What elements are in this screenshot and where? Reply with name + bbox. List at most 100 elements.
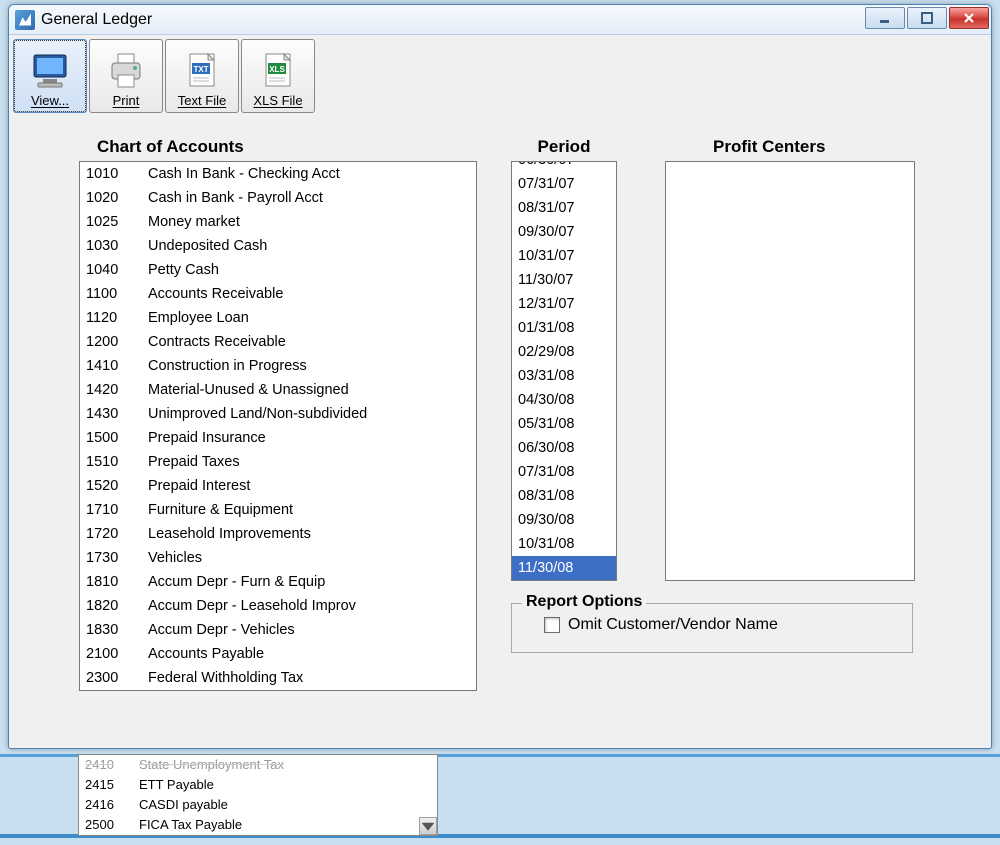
account-row[interactable]: 2100Accounts Payable [80,642,476,666]
period-listbox[interactable]: 05/31/0706/30/0707/31/0708/31/0709/30/07… [511,161,617,581]
account-code: 1025 [86,211,148,233]
period-row[interactable]: 03/31/08 [512,364,616,388]
account-code: 1010 [86,163,148,185]
minimize-button[interactable] [865,7,905,29]
period-row[interactable]: 06/30/08 [512,436,616,460]
account-name: Furniture & Equipment [148,499,293,521]
window-title: General Ledger [41,11,152,29]
period-row[interactable]: 04/30/08 [512,388,616,412]
account-code: 1430 [86,403,148,425]
toolbar: View... Print TXT [9,35,991,117]
account-name: Material-Unused & Unassigned [148,379,349,401]
account-row[interactable]: 1420Material-Unused & Unassigned [80,378,476,402]
account-row[interactable]: 1100Accounts Receivable [80,282,476,306]
account-name: Leasehold Improvements [148,523,311,545]
period-row[interactable]: 11/30/08 [512,556,616,580]
app-icon [15,10,35,30]
print-button[interactable]: Print [89,39,163,113]
account-code: 1500 [86,427,148,449]
close-button[interactable] [949,7,989,29]
period-row[interactable]: 09/30/08 [512,508,616,532]
account-row[interactable]: 1830Accum Depr - Vehicles [80,618,476,642]
account-row[interactable]: 1200Contracts Receivable [80,330,476,354]
account-row[interactable]: 1030Undeposited Cash [80,234,476,258]
account-name: Contracts Receivable [148,331,286,353]
account-row: 2410State Unemployment Tax [79,755,437,775]
account-row[interactable]: 1010Cash In Bank - Checking Acct [80,162,476,186]
account-code: 1510 [86,451,148,473]
account-name: Prepaid Taxes [148,451,240,473]
period-row[interactable]: 10/31/08 [512,532,616,556]
account-row[interactable]: 1520Prepaid Interest [80,474,476,498]
period-row[interactable]: 07/31/08 [512,460,616,484]
account-row[interactable]: 1510Prepaid Taxes [80,450,476,474]
account-row[interactable]: 1040Petty Cash [80,258,476,282]
view-button[interactable]: View... [13,39,87,113]
account-row[interactable]: 1500Prepaid Insurance [80,426,476,450]
period-row[interactable]: 08/31/07 [512,196,616,220]
period-row[interactable]: 08/31/08 [512,484,616,508]
background-accounts-list: 2410State Unemployment Tax2415ETT Payabl… [78,754,438,836]
xls-file-button[interactable]: XLS XLS File [241,39,315,113]
account-name: Accounts Receivable [148,283,283,305]
account-name: Federal Withholding Tax [148,667,303,689]
period-row[interactable]: 01/31/08 [512,316,616,340]
maximize-button[interactable] [907,7,947,29]
account-name: Prepaid Insurance [148,427,266,449]
profit-centers-header: Profit Centers [713,137,915,157]
account-code: 1040 [86,259,148,281]
account-code: 1820 [86,595,148,617]
period-row[interactable]: 06/30/07 [512,161,616,172]
period-row[interactable]: 02/29/08 [512,340,616,364]
profit-centers-listbox[interactable] [665,161,915,581]
account-name: Accum Depr - Vehicles [148,619,295,641]
printer-icon [104,51,148,91]
account-code: 1730 [86,547,148,569]
account-row[interactable]: 2300Federal Withholding Tax [80,666,476,690]
accounts-listbox[interactable]: 1010Cash In Bank - Checking Acct1020Cash… [79,161,477,691]
account-name: Construction in Progress [148,355,307,377]
account-row[interactable]: 2310Federal Unemployment Tax [80,690,476,691]
period-row[interactable]: 12/31/07 [512,292,616,316]
txt-file-icon: TXT [180,51,224,91]
monitor-icon [28,51,72,91]
account-code: 1520 [86,475,148,497]
account-row[interactable]: 1025Money market [80,210,476,234]
account-code: 2300 [86,667,148,689]
account-row[interactable]: 1410Construction in Progress [80,354,476,378]
scroll-down-button[interactable] [419,817,437,835]
account-name: Undeposited Cash [148,235,267,257]
period-row[interactable]: 09/30/07 [512,220,616,244]
account-name: Accum Depr - Furn & Equip [148,571,325,593]
omit-customer-vendor-checkbox[interactable]: Omit Customer/Vendor Name [544,616,896,634]
account-name: Accounts Payable [148,643,264,665]
account-row[interactable]: 1720Leasehold Improvements [80,522,476,546]
account-code: 1830 [86,619,148,641]
account-code: 1100 [86,283,148,305]
account-name: Accum Depr - Leasehold Improv [148,595,356,617]
account-code: 2100 [86,643,148,665]
text-file-button[interactable]: TXT Text File [165,39,239,113]
account-row[interactable]: 1820Accum Depr - Leasehold Improv [80,594,476,618]
period-row[interactable]: 10/31/07 [512,244,616,268]
accounts-column: Chart of Accounts 1010Cash In Bank - Che… [79,137,477,691]
account-row[interactable]: 1730Vehicles [80,546,476,570]
account-code: 1030 [86,235,148,257]
accounts-header: Chart of Accounts [97,137,477,157]
account-row[interactable]: 1710Furniture & Equipment [80,498,476,522]
account-code: 1020 [86,187,148,209]
account-code: 1710 [86,499,148,521]
svg-text:XLS: XLS [269,65,285,74]
account-row[interactable]: 1810Accum Depr - Furn & Equip [80,570,476,594]
account-name: Vehicles [148,547,202,569]
account-row[interactable]: 1020Cash in Bank - Payroll Acct [80,186,476,210]
period-row[interactable]: 11/30/07 [512,268,616,292]
account-name: Employee Loan [148,307,249,329]
period-row[interactable]: 07/31/07 [512,172,616,196]
account-row[interactable]: 1120Employee Loan [80,306,476,330]
account-code: 1420 [86,379,148,401]
account-row: 2416CASDI payable [79,795,437,815]
account-name: Petty Cash [148,259,219,281]
account-row[interactable]: 1430Unimproved Land/Non-subdivided [80,402,476,426]
period-row[interactable]: 05/31/08 [512,412,616,436]
